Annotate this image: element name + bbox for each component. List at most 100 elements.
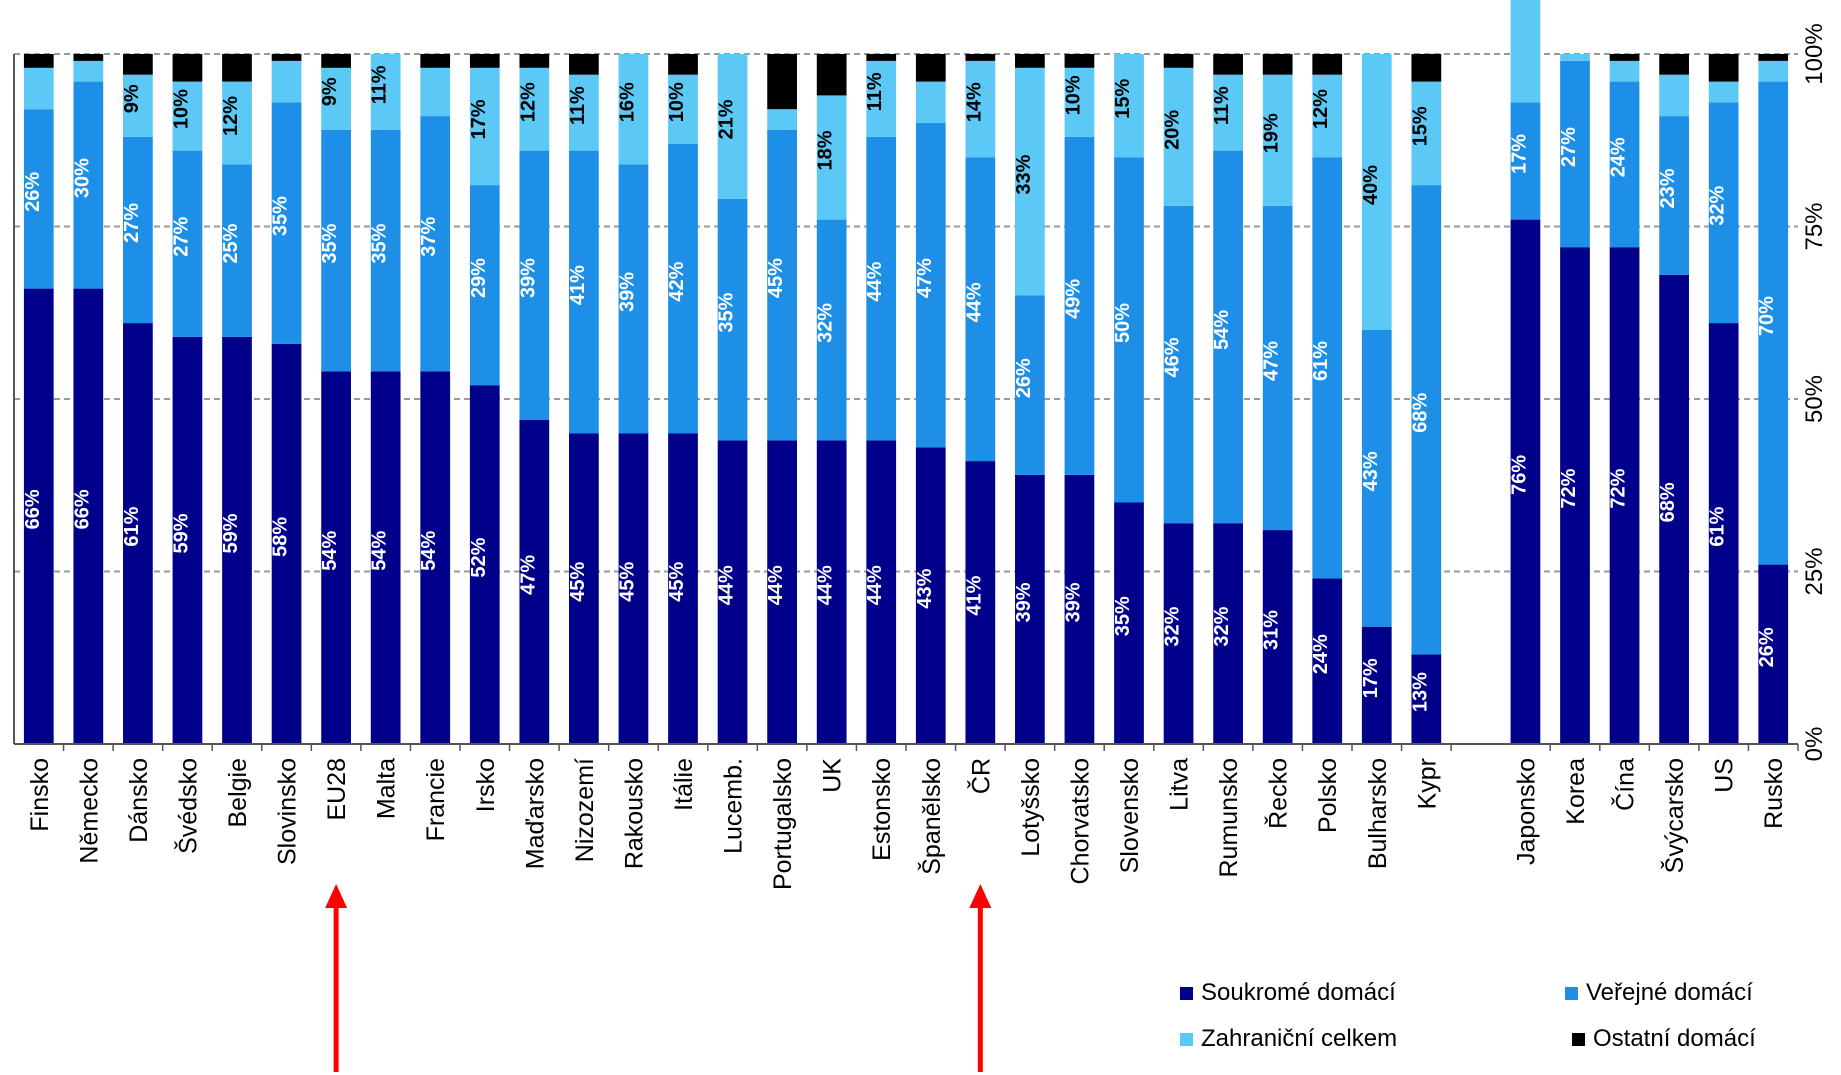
category-label: Lotyšsko: [1017, 758, 1045, 857]
legend-label: Soukromé domácí: [1201, 979, 1396, 1006]
data-label: 39%: [1062, 582, 1084, 622]
data-label: 44%: [864, 261, 886, 301]
data-label: 18%: [815, 130, 837, 170]
bar-segment: [1708, 54, 1739, 82]
data-label: 70%: [1756, 296, 1778, 336]
data-label: 15%: [1409, 106, 1431, 146]
bar-segment: [1312, 54, 1343, 75]
y-tick-label: 25%: [1801, 547, 1828, 595]
data-label: 31%: [1261, 610, 1283, 650]
bar-segment: [469, 185, 500, 386]
bar-segment: [1015, 67, 1045, 296]
bar-segment: [123, 54, 153, 75]
data-label: 26%: [1756, 627, 1778, 667]
bar-stack: [866, 54, 897, 744]
category-label: Rumunsko: [1215, 758, 1243, 878]
category-label: Belgie: [224, 758, 252, 828]
bar-stack: [370, 54, 401, 744]
bar-segment: [717, 198, 748, 441]
data-label: 44%: [765, 565, 787, 605]
data-label: 11%: [369, 65, 391, 104]
bar-segment: [965, 461, 996, 744]
bar-segment: [915, 447, 946, 744]
bar-segment: [1758, 54, 1789, 61]
data-label: 49%: [1062, 279, 1084, 319]
bar-segment: [123, 136, 153, 324]
y-tick-label: 75%: [1801, 202, 1828, 250]
bar-segment: [915, 54, 946, 82]
data-label: 10%: [1062, 75, 1084, 115]
bar-segment: [73, 81, 104, 289]
data-label: 47%: [517, 555, 539, 595]
data-label: 25%: [220, 223, 242, 263]
data-label: 35%: [369, 223, 391, 263]
bar-segment: [123, 74, 153, 137]
bar-segment: [222, 336, 252, 744]
data-label: 39%: [616, 272, 638, 312]
data-label: 58%: [270, 517, 292, 557]
category-label: Lucemb.: [720, 758, 748, 854]
bar-stack: [965, 54, 996, 744]
category-label: Finsko: [26, 758, 54, 832]
bar-segment: [73, 60, 104, 82]
data-label: 66%: [22, 489, 44, 529]
data-label: 68%: [1657, 482, 1679, 522]
bar-segment: [1560, 247, 1590, 744]
bar-segment: [1213, 150, 1243, 524]
bar-stack: [73, 54, 104, 744]
data-label: 61%: [1707, 506, 1729, 546]
category-label: Itálie: [670, 758, 698, 811]
legend: Soukromé domácí Veřejné domácí Zahraničn…: [1120, 975, 1830, 1070]
data-label: 37%: [418, 217, 440, 257]
category-label: Francie: [422, 758, 450, 841]
category-label: Kypr: [1413, 758, 1441, 809]
data-label: 33%: [1013, 154, 1035, 194]
legend-label: Zahraniční celkem: [1201, 1025, 1398, 1052]
bar-segment: [569, 433, 599, 744]
bar-segment: [915, 123, 946, 448]
bar-segment: [172, 150, 203, 337]
arrow-head: [969, 884, 992, 908]
category-label: Německo: [75, 758, 103, 864]
bar-segment: [1560, 60, 1590, 248]
data-label: 11%: [864, 72, 886, 111]
y-tick-labels: 0% 25% 50% 75% 100%: [1801, 23, 1828, 761]
bar-segment: [23, 288, 54, 744]
category-label: Rakousko: [620, 758, 648, 869]
legend-item-private: Soukromé domácí: [1180, 979, 1396, 1007]
bar-segment: [1312, 578, 1343, 744]
bar-segment: [1609, 247, 1640, 744]
bar-stack: [915, 54, 946, 744]
bar-stack: [1708, 54, 1739, 744]
data-label: 30%: [71, 158, 93, 198]
data-label: 27%: [170, 217, 192, 257]
category-label: Japonsko: [1512, 758, 1540, 865]
bar-segment: [1015, 295, 1045, 475]
y-tick-label: 0%: [1801, 727, 1828, 762]
bar-segment: [1213, 523, 1243, 744]
bar-stack: [1411, 54, 1442, 744]
data-label: 52%: [468, 537, 490, 577]
category-label: Slovensko: [1116, 758, 1144, 873]
bar-segment: [271, 54, 302, 61]
bar-stack: [1659, 54, 1689, 744]
category-label: Maďarsko: [521, 758, 549, 869]
category-label: Slovinsko: [274, 758, 302, 865]
bar-stack: [668, 54, 698, 744]
legend-label: Ostatní domácí: [1593, 1025, 1756, 1052]
bar-segment: [1708, 102, 1739, 324]
bar-segment: [569, 74, 599, 151]
highlight-arrows: [325, 884, 992, 1072]
data-label: 45%: [666, 562, 688, 602]
data-label: 46%: [1162, 337, 1184, 377]
bar-segment: [1114, 157, 1144, 503]
bar-segment: [767, 109, 797, 130]
category-label: Rusko: [1760, 758, 1788, 829]
category-label: Bulharsko: [1364, 758, 1392, 869]
data-label: 35%: [319, 223, 341, 263]
data-label: 12%: [220, 96, 242, 136]
bar-stack: [1361, 54, 1392, 744]
bar-segment: [1510, 219, 1541, 745]
bar-segment: [866, 60, 897, 137]
bar-stack: [1312, 54, 1343, 744]
